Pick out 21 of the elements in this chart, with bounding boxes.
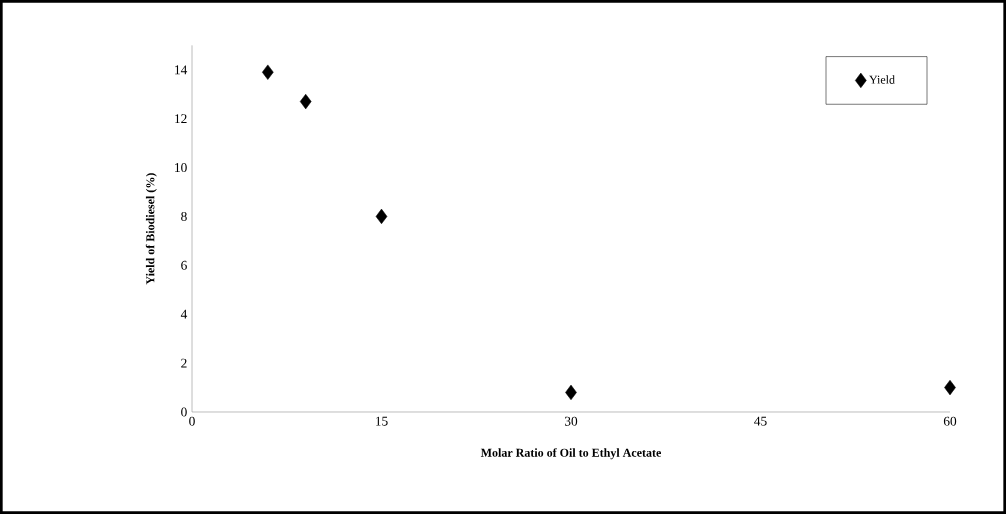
- x-tick-label: 15: [376, 416, 388, 426]
- y-tick-label: 6: [181, 260, 187, 270]
- point: [565, 384, 577, 401]
- x-tick-label: 0: [189, 416, 195, 426]
- y-tick-label: 8: [181, 211, 187, 221]
- x-tick-label: 30: [564, 416, 578, 426]
- y-tick-label: 2: [181, 358, 187, 368]
- x-axis-title: Molar Ratio of Oil to Ethyl Acetate: [480, 448, 662, 460]
- point: [375, 208, 388, 225]
- y-axis-title: Yield of Biodiesel (%): [145, 173, 157, 285]
- point: [262, 64, 274, 80]
- y-tick-label: 0: [181, 407, 187, 417]
- point: [944, 379, 956, 396]
- x-tick-label: 45: [754, 416, 767, 426]
- y-tick-label: 12: [175, 114, 187, 124]
- point: [299, 93, 312, 110]
- y-tick-label: 4: [180, 309, 188, 319]
- y-tick-label: 14: [175, 65, 188, 75]
- x-tick-label: 60: [943, 416, 957, 426]
- legend-label: Yield: [869, 75, 895, 84]
- y-tick-label: 10: [175, 163, 187, 173]
